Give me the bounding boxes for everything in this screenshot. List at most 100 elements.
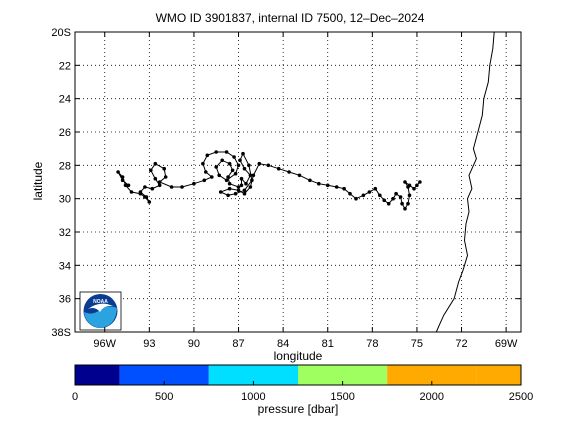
map-background — [75, 32, 521, 332]
track-point — [227, 161, 232, 166]
track-point — [241, 151, 245, 156]
track-point — [334, 185, 339, 189]
track-point — [226, 175, 230, 179]
track-point — [126, 183, 131, 188]
track-point — [394, 191, 398, 196]
track-point — [244, 181, 248, 186]
track-point — [144, 195, 149, 199]
track-point — [149, 168, 153, 173]
track-point — [250, 178, 254, 183]
colorbar-tick-label: 0 — [72, 391, 78, 403]
track-point — [163, 175, 168, 179]
track-point — [153, 161, 158, 166]
track-point — [214, 165, 218, 169]
track-point — [382, 198, 387, 203]
track-point — [210, 175, 214, 179]
track-point — [238, 158, 242, 163]
colorbar-bin — [119, 365, 209, 385]
colorbar-bin — [75, 365, 120, 385]
lat-tick-label: 28 — [59, 160, 71, 172]
lat-tick-label: 22 — [59, 60, 71, 72]
track-point — [373, 186, 378, 191]
track-point — [129, 190, 134, 194]
map-panel: NOAA 96W 93 90 87 84 81 78 75 72 69W 20S 22 24 26 28 3… — [51, 27, 522, 350]
colorbar-bins — [75, 365, 521, 385]
lon-tick-label: 81 — [322, 338, 334, 350]
track-point — [236, 185, 241, 189]
lat-tick-label: 30 — [59, 194, 71, 206]
track-point — [354, 196, 358, 201]
track-point — [242, 166, 247, 171]
colorbar-bin — [387, 365, 477, 385]
track-point — [407, 193, 412, 198]
latitude-ticks: 20S 22 24 26 28 30 32 34 36 38S — [51, 27, 521, 339]
map-frame — [74, 31, 522, 333]
track-point — [180, 185, 184, 189]
track-point — [398, 195, 403, 199]
track-point — [342, 186, 346, 191]
track-point — [367, 190, 372, 194]
track-point — [205, 153, 210, 158]
track-point — [123, 183, 128, 188]
track-point — [138, 190, 143, 194]
lat-tick-label: 32 — [59, 227, 71, 239]
track-point — [239, 176, 244, 181]
track-point — [257, 161, 262, 166]
track-point — [406, 201, 410, 206]
pressure-colorbar: 0 500 1000 1500 2000 2500 pressure [dbar] — [72, 364, 533, 416]
track-point — [248, 173, 253, 178]
track-point — [157, 180, 162, 184]
lat-tick-label: 36 — [59, 294, 71, 306]
track-point — [378, 193, 382, 198]
track-point — [247, 163, 251, 168]
track-point — [120, 175, 125, 179]
track-point — [224, 178, 229, 183]
track-point — [248, 185, 253, 189]
track-point — [218, 190, 223, 194]
track-point — [242, 191, 247, 196]
track-point — [233, 191, 238, 196]
track-point — [287, 170, 291, 174]
track-point — [143, 185, 147, 189]
track-point — [239, 183, 244, 188]
track-point — [214, 150, 218, 154]
lat-tick-label: 26 — [59, 127, 71, 139]
track-point — [201, 161, 205, 166]
colorbar-bin — [208, 365, 298, 385]
colorbar-ticks: 0 500 1000 1500 2000 2500 — [72, 381, 533, 403]
track-point — [120, 178, 125, 183]
lat-tick-label: 24 — [59, 94, 71, 106]
lon-tick-label: 72 — [455, 338, 467, 350]
lon-tick-label: 93 — [143, 338, 155, 350]
track-point — [400, 201, 404, 206]
track-point — [317, 181, 321, 186]
track-point — [150, 186, 155, 191]
track-point — [202, 178, 207, 183]
track-point — [226, 193, 230, 198]
track-point — [227, 186, 232, 191]
track-point — [224, 150, 229, 154]
track-point — [230, 168, 235, 173]
track-point — [325, 183, 330, 188]
lon-tick-label: 78 — [366, 338, 378, 350]
track-point — [162, 166, 166, 171]
float-track-points — [116, 150, 422, 211]
track-point — [391, 196, 395, 201]
track-point — [157, 183, 162, 188]
track-point — [308, 178, 312, 183]
track-point — [276, 166, 281, 171]
track-point — [297, 173, 302, 178]
track-point — [204, 170, 208, 174]
colorbar-tick-label: 1000 — [241, 391, 265, 403]
track-point — [192, 181, 196, 186]
logo-bird — [88, 303, 113, 312]
colorbar-bin — [476, 365, 521, 385]
track-point — [412, 186, 416, 191]
colorbar-bin — [298, 365, 388, 385]
track-point — [233, 171, 238, 176]
colorbar-tick-label: 2000 — [420, 391, 444, 403]
lat-tick-label: 34 — [59, 260, 71, 272]
track-point — [153, 176, 158, 181]
colorbar-tick-label: 1500 — [330, 391, 354, 403]
